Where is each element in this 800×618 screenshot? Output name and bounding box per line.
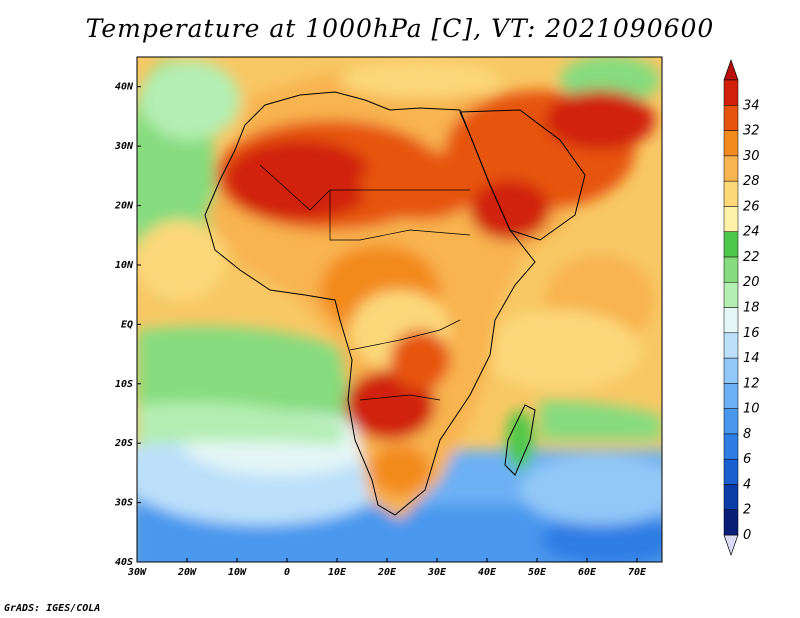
lon-tick-label: 10W [228,567,247,578]
colorbar-swatch [723,256,739,283]
colorbar-label: 34 [743,98,760,113]
lon-tick-label: 50E [528,567,547,578]
lat-tick-label: EQ [121,319,133,330]
colorbar-under-triangle [723,534,739,557]
colorbar-over-triangle [723,58,739,81]
colorbar-swatch [723,332,739,359]
colorbar-label: 12 [743,376,760,391]
lon-tick-label: 40E [478,567,497,578]
lat-tick-label: 10N [115,260,134,271]
lon-tick-label: 0 [284,567,290,578]
colorbar-label: 16 [743,326,760,341]
colorbar-label: 2 [743,503,751,518]
colorbar-swatch [723,281,739,308]
colorbar-swatch [723,105,739,131]
colorbar-label: 26 [743,199,760,214]
colorbar-swatch [723,408,739,435]
lat-tick-label: 30N [114,141,134,152]
lon-tick-label: 70E [628,567,647,578]
colorbar-swatch [723,357,739,384]
lat-tick-label: 20N [114,201,134,212]
colorbar-swatch [723,307,739,334]
colorbar-label: 0 [743,528,751,543]
colorbar-label: 32 [743,124,760,139]
colorbar-swatch [723,484,739,510]
lon-tick-label: 30W [127,567,147,578]
lon-tick-label: 30E [427,567,447,578]
map-frame [136,56,663,563]
colorbar-swatch [723,231,739,258]
colorbar-label: 24 [743,225,760,240]
colorbar-label: 22 [743,250,760,265]
lon-tick-label: 10E [328,567,347,578]
colorbar-label: 30 [743,149,760,164]
colorbar-swatch [723,206,739,232]
colorbar-swatch [723,509,739,536]
colorbar-label: 14 [743,351,760,366]
colorbar-swatch [723,155,739,182]
colorbar-label: 18 [743,301,760,316]
lon-tick-label: 20E [377,567,397,578]
lat-tick-label: 40N [115,82,134,93]
colorbar-swatch [723,79,739,106]
footer-credit: GrADS: IGES/COLA [4,603,101,614]
longitude-ticks: 30W 20W 10W 0 10E 20E 30E 40E 50E 60E 70E [127,558,647,578]
lat-tick-label: 10S [115,379,133,390]
lat-tick-label: 40S [115,557,133,568]
colorbar-swatch [723,433,739,460]
colorbar-swatch [723,458,739,485]
colorbar-swatch [723,130,739,157]
colorbar-label: 10 [743,402,760,417]
lon-tick-label: 60E [578,567,597,578]
map-title: Temperature at 1000hPa [C], VT: 20210906… [85,14,715,43]
colorbar-label: 8 [743,427,751,442]
latitude-ticks: 40N 30N 20N 10N EQ 10S 20S 30S 40S [114,82,141,568]
colorbar-swatch [723,180,739,207]
colorbar-swatch [723,383,739,409]
lon-tick-label: 20W [177,567,197,578]
colorbar-label: 6 [743,452,751,467]
lat-tick-label: 30S [114,498,133,509]
colorbar-label: 4 [743,477,751,492]
lat-tick-label: 20S [114,438,133,449]
temperature-field [137,57,662,562]
colorbar-label: 28 [743,174,760,189]
colorbar-label: 20 [743,275,760,290]
